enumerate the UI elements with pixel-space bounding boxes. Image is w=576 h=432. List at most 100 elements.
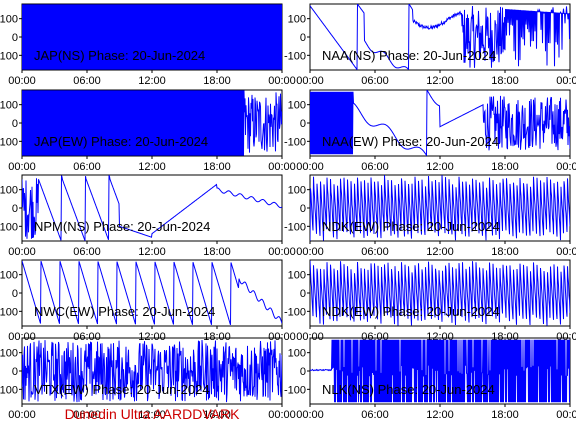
x-tick-label: 18:00 xyxy=(491,246,519,258)
x-tick-label: 00:00 xyxy=(556,409,576,421)
phase-panel: 100 0 -100 00:00 06:00 12:00 18:00 00:00 VTX(EW)… xyxy=(0,337,296,421)
phase-panel: 100 0 -100 00:00 06:00 12:00 18:00 00:00 NPM(NS)… xyxy=(0,174,296,258)
phase-series-line xyxy=(310,260,570,326)
panel-title: NAA(NS) Phase: 20-Jun-2024 xyxy=(322,48,496,63)
panel-title: JAP(EW) Phase: 20-Jun-2024 xyxy=(34,134,208,149)
phase-panel: 100 0 -100 00:00 06:00 12:00 18:00 00:00 NWC(EW)… xyxy=(0,259,296,343)
y-tick-label: 0 xyxy=(12,288,18,300)
x-tick-label: 00:00 xyxy=(8,331,36,343)
phase-panel: 1000-10000:0006:0012:0018:0000:00NDK(EW)… xyxy=(284,174,576,258)
phase-series-line xyxy=(22,4,282,70)
phase-panel: 100 0 -100 00:00 06:00 12:00 18:00 00:00 JAP(NS)… xyxy=(0,3,296,87)
x-tick-label: 00:00 xyxy=(268,331,296,343)
panel-title: NDK(EW) Phase: 20-Jun-2024 xyxy=(322,304,500,319)
phase-series-line xyxy=(310,339,570,403)
phase-panel: 100 0 -100 00:00 06:00 12:00 18:00 00:00 NAA(EW)… xyxy=(284,89,576,173)
phase-series-line xyxy=(22,260,282,326)
x-tick-label: 00:00 xyxy=(8,75,36,87)
phase-series-line xyxy=(310,90,570,156)
phase-panel: 1000-10000:0006:0012:0018:0000:00NDK(EW)… xyxy=(284,259,576,343)
y-tick-label: 100 xyxy=(288,100,306,112)
x-tick-label: 12:00 xyxy=(138,331,166,343)
x-tick-label: 06:00 xyxy=(361,246,389,258)
y-tick-label: 100 xyxy=(288,348,306,360)
x-tick-label: 18:00 xyxy=(203,161,231,173)
y-tick-label: -100 xyxy=(0,136,18,148)
x-tick-label: 00:00 xyxy=(268,75,296,87)
x-tick-label: 12:00 xyxy=(426,161,454,173)
y-tick-label: -100 xyxy=(0,50,18,62)
panel-title: NAA(EW) Phase: 20-Jun-2024 xyxy=(322,134,499,149)
y-tick-label: -100 xyxy=(0,306,18,318)
x-tick-label: 18:00 xyxy=(203,246,231,258)
x-tick-label: 18:00 xyxy=(203,75,231,87)
y-tick-label: 0 xyxy=(300,288,306,300)
y-tick-label: 0 xyxy=(12,203,18,215)
y-tick-label: 0 xyxy=(300,32,306,44)
x-tick-label: 12:00 xyxy=(138,409,166,421)
x-tick-label: 12:00 xyxy=(138,246,166,258)
panel-title: NDK(EW) Phase: 20-Jun-2024 xyxy=(322,219,500,234)
x-tick-label: 00:00 xyxy=(268,161,296,173)
x-tick-label: 06:00 xyxy=(361,409,389,421)
y-tick-label: 100 xyxy=(0,270,18,282)
x-tick-label: 06:00 xyxy=(361,75,389,87)
x-tick-label: 06:00 xyxy=(73,409,101,421)
x-tick-label: 00:00 xyxy=(296,409,324,421)
x-tick-label: 18:00 xyxy=(203,409,231,421)
x-tick-label: 00:00 xyxy=(296,331,324,343)
phase-series-line xyxy=(310,4,570,70)
x-tick-label: 00:00 xyxy=(296,75,324,87)
x-tick-label: 00:00 xyxy=(296,161,324,173)
x-tick-label: 06:00 xyxy=(73,75,101,87)
y-tick-label: -100 xyxy=(284,50,306,62)
footer-label: Dunedin Ultra AARDDVARK xyxy=(65,406,240,422)
x-tick-label: 06:00 xyxy=(73,246,101,258)
phase-series-line xyxy=(22,175,282,241)
x-tick-label: 00:00 xyxy=(296,246,324,258)
y-tick-label: -100 xyxy=(0,384,18,396)
x-tick-label: 12:00 xyxy=(138,161,166,173)
x-tick-label: 18:00 xyxy=(203,331,231,343)
panel-title: JAP(NS) Phase: 20-Jun-2024 xyxy=(34,48,205,63)
y-tick-label: 0 xyxy=(12,118,18,130)
x-tick-label: 00:00 xyxy=(8,409,36,421)
x-tick-label: 18:00 xyxy=(491,161,519,173)
y-tick-label: -100 xyxy=(284,136,306,148)
panel-title: NPM(NS) Phase: 20-Jun-2024 xyxy=(34,219,210,234)
phase-series-line xyxy=(310,175,570,241)
x-tick-label: 12:00 xyxy=(138,75,166,87)
y-tick-label: 100 xyxy=(288,14,306,26)
y-tick-label: 0 xyxy=(300,118,306,130)
x-tick-label: 00:00 xyxy=(556,246,576,258)
x-tick-label: 00:00 xyxy=(8,161,36,173)
phase-panel: 100 0 -100 00:00 06:00 12:00 18:00 00:00 NLK(NS)… xyxy=(284,337,576,421)
x-tick-label: 12:00 xyxy=(426,75,454,87)
x-tick-label: 00:00 xyxy=(556,75,576,87)
y-tick-label: -100 xyxy=(284,306,306,318)
y-tick-label: 0 xyxy=(300,203,306,215)
phase-series-line xyxy=(22,339,282,403)
x-tick-label: 18:00 xyxy=(491,75,519,87)
x-tick-label: 06:00 xyxy=(361,161,389,173)
y-tick-label: 0 xyxy=(12,366,18,378)
x-tick-label: 00:00 xyxy=(8,246,36,258)
phase-panel: 100 0 -100 00:00 06:00 12:00 18:00 00:00 JAP(EW)… xyxy=(0,89,296,173)
phase-panel: 100 0 -100 00:00 06:00 12:00 18:00 00:00 NAA(NS)… xyxy=(284,3,576,87)
x-tick-label: 06:00 xyxy=(73,331,101,343)
x-tick-label: 00:00 xyxy=(268,246,296,258)
y-tick-label: -100 xyxy=(284,221,306,233)
x-tick-label: 18:00 xyxy=(491,409,519,421)
x-tick-label: 00:00 xyxy=(268,409,296,421)
y-tick-label: 100 xyxy=(0,185,18,197)
panel-title: NLK(NS) Phase: 20-Jun-2024 xyxy=(322,382,495,397)
panel-title: VTX(EW) Phase: 20-Jun-2024 xyxy=(34,382,210,397)
x-tick-label: 00:00 xyxy=(556,161,576,173)
y-tick-label: 0 xyxy=(12,32,18,44)
x-tick-label: 12:00 xyxy=(426,246,454,258)
y-tick-label: -100 xyxy=(284,384,306,396)
y-tick-label: 100 xyxy=(0,14,18,26)
y-tick-label: 100 xyxy=(0,100,18,112)
phase-series-line xyxy=(22,90,282,156)
